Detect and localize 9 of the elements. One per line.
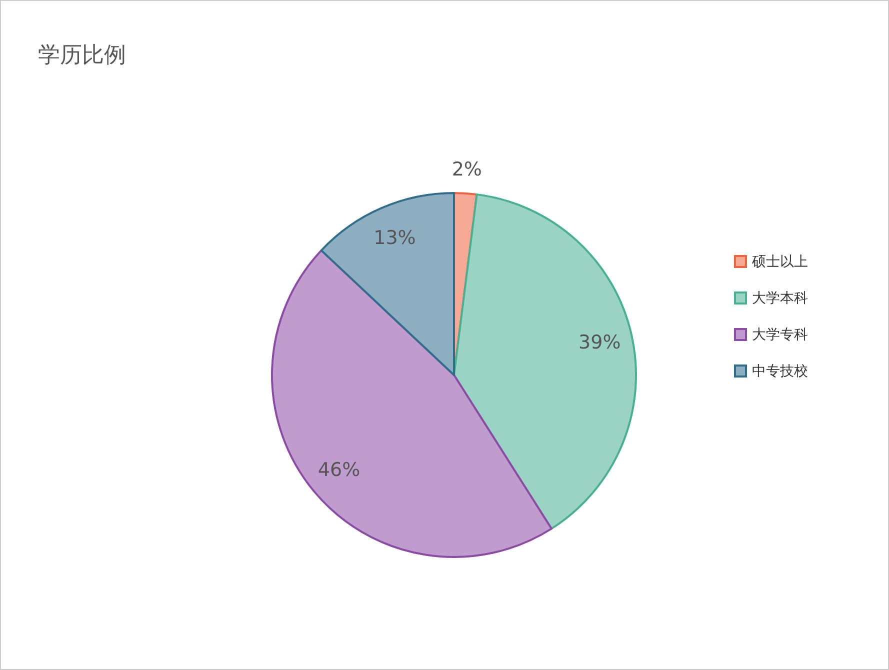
data-label: 39% — [578, 331, 621, 354]
data-label: 2% — [452, 158, 482, 180]
data-label: 13% — [374, 227, 416, 250]
legend-label: 大学专科 — [752, 327, 808, 343]
legend-label: 中专技校 — [752, 364, 808, 380]
data-label: 46% — [318, 459, 360, 482]
text: 学历比例 — [38, 43, 126, 68]
legend-label: 硕士以上 — [751, 254, 808, 270]
legend-label: 大学本科 — [752, 290, 808, 306]
